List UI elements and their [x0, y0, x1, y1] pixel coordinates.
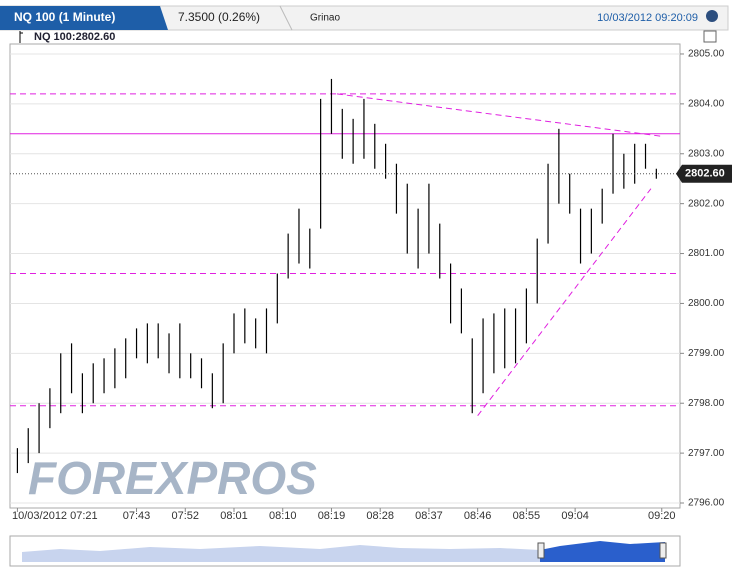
x-tick-label: 09:04	[561, 510, 589, 522]
y-tick-label: 2800.00	[688, 298, 725, 309]
x-tick-label: 07:52	[172, 510, 200, 522]
x-tick-label: 08:28	[366, 510, 394, 522]
trend-line	[477, 188, 652, 417]
legend: NQ 100:2802.60	[34, 31, 115, 43]
link[interactable]: Grinao	[310, 13, 340, 24]
plot-border	[9, 43, 681, 509]
current-price-tag	[676, 164, 732, 183]
minimize[interactable]	[703, 30, 717, 43]
x-tick-label: 09:20	[648, 510, 676, 522]
y-tick-label: 2805.00	[688, 49, 725, 60]
divider	[279, 5, 293, 31]
header-tab	[0, 6, 168, 30]
close-button[interactable]	[706, 10, 718, 22]
y-tick-label: 2804.00	[688, 99, 725, 110]
legend-icon	[19, 31, 23, 43]
x-tick-label: 08:37	[415, 510, 443, 522]
navigator-selection	[540, 541, 665, 562]
navigator-handle[interactable]	[659, 542, 667, 559]
y-tick-label: 2803.00	[688, 148, 725, 159]
x-tick-label: 08:10	[269, 510, 297, 522]
x-tick-label: 08:55	[513, 510, 541, 522]
timestamp: 10/03/2012 09:20:09	[597, 12, 698, 24]
navigator-area	[22, 545, 540, 562]
x-tick-label: 08:46	[464, 510, 492, 522]
watermark: FOREXPROS	[28, 452, 317, 504]
x-tick-label: 07:43	[123, 510, 151, 522]
x-tick-label: 08:01	[220, 510, 248, 522]
x-tick-label: 08:19	[318, 510, 346, 522]
change: 7.3500 (0.26%)	[178, 10, 260, 24]
y-tick-label: 2799.00	[688, 348, 725, 359]
y-tick-label: 2802.00	[688, 198, 725, 209]
y-tick-label: 2797.00	[688, 448, 725, 459]
x-tick-label: 10/03/2012 07:21	[12, 510, 98, 522]
navigator-handle[interactable]	[537, 542, 545, 559]
trend-line	[336, 93, 662, 137]
y-tick-label: 2796.00	[688, 498, 725, 509]
current-price-label: 2802.60	[685, 168, 725, 180]
y-tick-label: 2801.00	[688, 248, 725, 259]
instrument: NQ 100 (1 Minute)	[14, 10, 115, 24]
y-tick-label: 2798.00	[688, 398, 725, 409]
